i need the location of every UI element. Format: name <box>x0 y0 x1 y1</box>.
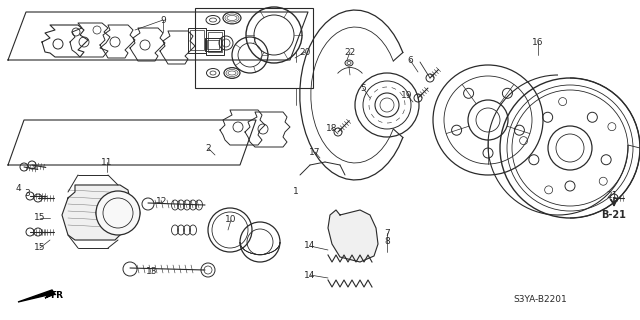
Text: 16: 16 <box>532 37 544 46</box>
Bar <box>206 30 224 55</box>
Text: 13: 13 <box>147 268 157 276</box>
Bar <box>205 38 221 51</box>
Text: 21: 21 <box>606 190 618 199</box>
Text: 10: 10 <box>225 215 237 225</box>
Bar <box>207 40 219 49</box>
Bar <box>208 32 222 52</box>
Text: 20: 20 <box>300 47 310 57</box>
Text: 19: 19 <box>401 91 413 100</box>
Text: S3YA-B2201: S3YA-B2201 <box>513 295 567 305</box>
Text: 12: 12 <box>156 197 168 206</box>
Polygon shape <box>328 210 378 262</box>
Text: 2: 2 <box>205 143 211 153</box>
Text: 15: 15 <box>35 213 45 222</box>
Text: B-21: B-21 <box>602 210 627 220</box>
Text: 8: 8 <box>384 237 390 246</box>
Text: 9: 9 <box>160 15 166 25</box>
Circle shape <box>96 191 140 235</box>
Polygon shape <box>62 185 132 240</box>
Bar <box>188 28 206 53</box>
Text: 3: 3 <box>24 188 30 197</box>
Text: 15: 15 <box>35 244 45 252</box>
Bar <box>190 30 204 50</box>
Text: 6: 6 <box>407 55 413 65</box>
Text: 14: 14 <box>304 270 316 279</box>
Text: 1: 1 <box>293 188 299 196</box>
Text: 14: 14 <box>304 242 316 251</box>
Polygon shape <box>18 290 55 302</box>
Text: 11: 11 <box>101 157 113 166</box>
Text: 5: 5 <box>360 84 366 92</box>
Text: FR: FR <box>51 292 63 300</box>
Text: 17: 17 <box>309 148 321 156</box>
Text: 18: 18 <box>326 124 338 132</box>
Text: 7: 7 <box>384 228 390 237</box>
Text: 22: 22 <box>344 47 356 57</box>
Bar <box>195 8 313 88</box>
Text: 4: 4 <box>15 183 21 193</box>
